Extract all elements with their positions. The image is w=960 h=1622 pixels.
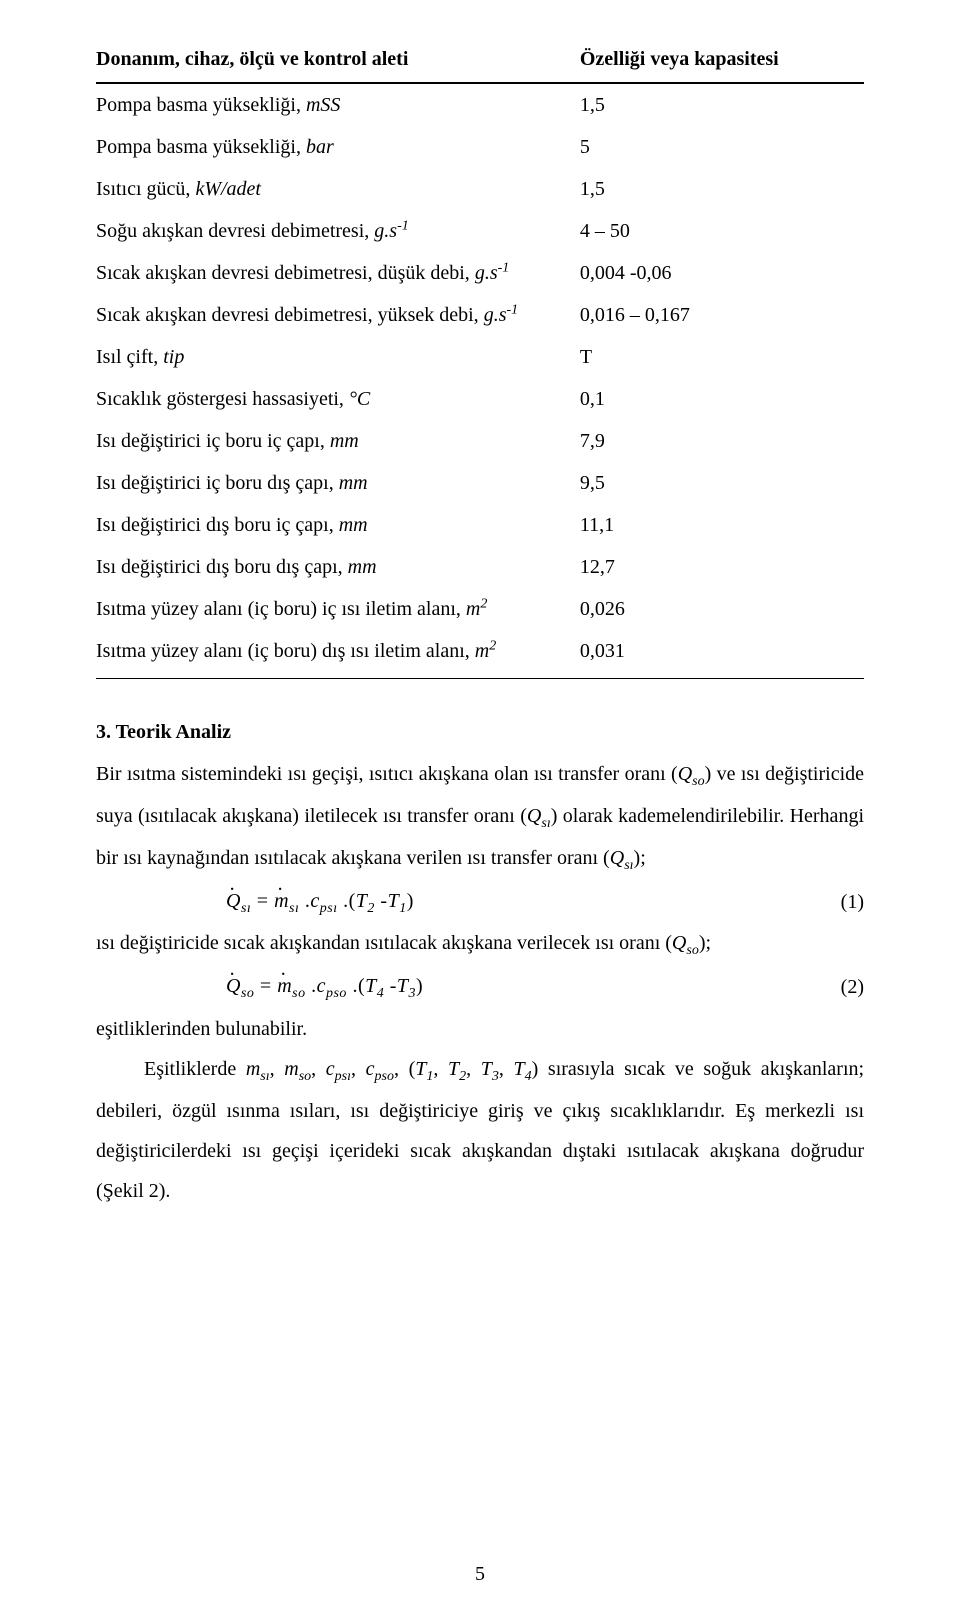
- equation-1: Qsı = msı .cpsı .(T2 -T1) (1): [96, 880, 864, 923]
- row-label: Sıcak akışkan devresi debimetresi, yükse…: [96, 294, 580, 336]
- row-value: 0,031: [580, 630, 864, 672]
- row-label: Isı değiştirici iç boru dış çapı, mm: [96, 462, 580, 504]
- row-label: Soğu akışkan devresi debimetresi, g.s-1: [96, 210, 580, 252]
- table-header-right: Özelliği veya kapasitesi: [580, 38, 864, 83]
- paragraph-1: Bir ısıtma sistemindeki ısı geçişi, ısıt…: [96, 754, 864, 880]
- row-value: 9,5: [580, 462, 864, 504]
- table-row: Pompa basma yüksekliği, mSS 1,5: [96, 83, 864, 126]
- paragraph-2: ısı değiştiricide sıcak akışkandan ısıtı…: [96, 923, 864, 965]
- row-label: Isıtıcı gücü, kW/adet: [96, 168, 580, 210]
- row-value: 1,5: [580, 83, 864, 126]
- row-value: 5: [580, 126, 864, 168]
- table-row: Sıcak akışkan devresi debimetresi, yükse…: [96, 294, 864, 336]
- section-heading: 3. Teorik Analiz: [96, 721, 864, 744]
- paragraph-4: Eşitliklerde msı, mso, cpsı, cpso, (T1, …: [96, 1049, 864, 1211]
- table-header-left: Donanım, cihaz, ölçü ve kontrol aleti: [96, 38, 580, 83]
- table-row: Isıtma yüzey alanı (iç boru) iç ısı ilet…: [96, 588, 864, 630]
- row-label: Isı değiştirici dış boru dış çapı, mm: [96, 546, 580, 588]
- table-row: Soğu akışkan devresi debimetresi, g.s-1 …: [96, 210, 864, 252]
- page: Donanım, cihaz, ölçü ve kontrol aleti Öz…: [0, 0, 960, 1622]
- page-number: 5: [0, 1563, 960, 1586]
- equation-1-number: (1): [804, 881, 864, 923]
- equipment-table: Donanım, cihaz, ölçü ve kontrol aleti Öz…: [96, 38, 864, 672]
- equation-2-body: Qso = mso .cpso .(T4 -T3): [226, 965, 804, 1008]
- row-value: 7,9: [580, 420, 864, 462]
- table-row: Isı değiştirici iç boru iç çapı, mm 7,9: [96, 420, 864, 462]
- row-label: Isıtma yüzey alanı (iç boru) dış ısı ile…: [96, 630, 580, 672]
- table-row: Isıtıcı gücü, kW/adet 1,5: [96, 168, 864, 210]
- table-bottom-rule: [96, 678, 864, 679]
- row-value: 0,016 – 0,167: [580, 294, 864, 336]
- equation-1-body: Qsı = msı .cpsı .(T2 -T1): [226, 880, 804, 923]
- table-header-row: Donanım, cihaz, ölçü ve kontrol aleti Öz…: [96, 38, 864, 83]
- table-row: Isıl çift, tip T: [96, 336, 864, 378]
- row-value: 0,026: [580, 588, 864, 630]
- equation-2: Qso = mso .cpso .(T4 -T3) (2): [96, 965, 864, 1008]
- table-row: Sıcaklık göstergesi hassasiyeti, °C 0,1: [96, 378, 864, 420]
- paragraph-3: eşitliklerinden bulunabilir.: [96, 1009, 864, 1049]
- row-value: 1,5: [580, 168, 864, 210]
- table-row: Isıtma yüzey alanı (iç boru) dış ısı ile…: [96, 630, 864, 672]
- equation-2-number: (2): [804, 966, 864, 1008]
- row-label: Sıcak akışkan devresi debimetresi, düşük…: [96, 252, 580, 294]
- row-label: Pompa basma yüksekliği, bar: [96, 126, 580, 168]
- row-label: Isı değiştirici iç boru iç çapı, mm: [96, 420, 580, 462]
- table-row: Sıcak akışkan devresi debimetresi, düşük…: [96, 252, 864, 294]
- row-label: Sıcaklık göstergesi hassasiyeti, °C: [96, 378, 580, 420]
- row-label: Pompa basma yüksekliği, mSS: [96, 83, 580, 126]
- row-value: T: [580, 336, 864, 378]
- row-value: 0,1: [580, 378, 864, 420]
- row-value: 4 – 50: [580, 210, 864, 252]
- table-row: Isı değiştirici iç boru dış çapı, mm 9,5: [96, 462, 864, 504]
- table-row: Isı değiştirici dış boru dış çapı, mm 12…: [96, 546, 864, 588]
- row-label: Isıtma yüzey alanı (iç boru) iç ısı ilet…: [96, 588, 580, 630]
- table-row: Isı değiştirici dış boru iç çapı, mm 11,…: [96, 504, 864, 546]
- table-row: Pompa basma yüksekliği, bar 5: [96, 126, 864, 168]
- row-value: 12,7: [580, 546, 864, 588]
- row-value: 0,004 -0,06: [580, 252, 864, 294]
- row-label: Isıl çift, tip: [96, 336, 580, 378]
- row-label: Isı değiştirici dış boru iç çapı, mm: [96, 504, 580, 546]
- row-value: 11,1: [580, 504, 864, 546]
